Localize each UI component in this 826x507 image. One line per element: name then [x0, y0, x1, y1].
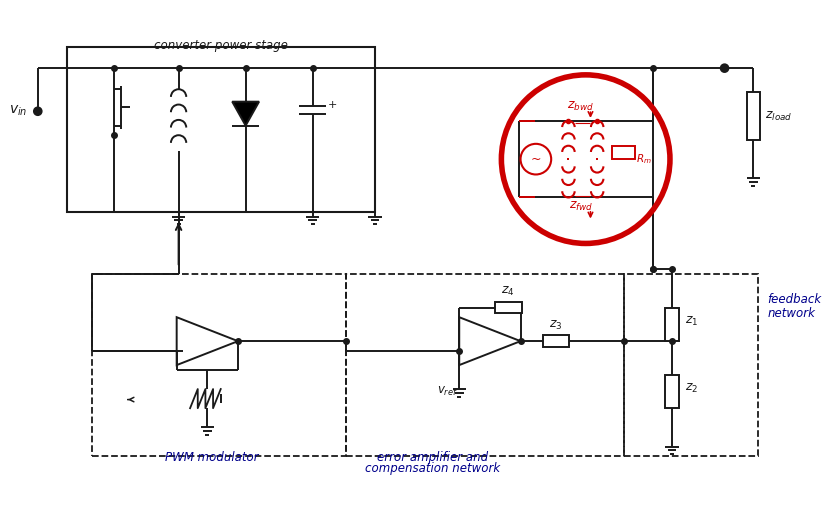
Text: feedback: feedback	[767, 293, 822, 306]
Text: $v_{ref}$: $v_{ref}$	[437, 385, 458, 398]
Text: $R_m$: $R_m$	[637, 152, 653, 166]
Text: network: network	[767, 307, 815, 320]
Text: ~: ~	[530, 153, 541, 166]
Text: +: +	[328, 99, 337, 110]
Bar	[543, 336, 569, 347]
Text: PWM modulator: PWM modulator	[165, 451, 259, 464]
Text: $z_3$: $z_3$	[549, 319, 563, 332]
Text: compensation network: compensation network	[365, 462, 500, 476]
Text: $z_1$: $z_1$	[686, 315, 699, 328]
Text: $v_{in}$: $v_{in}$	[9, 104, 27, 119]
Circle shape	[721, 64, 729, 72]
Text: $z_{fwd}$: $z_{fwd}$	[568, 200, 593, 213]
Polygon shape	[232, 102, 259, 126]
Circle shape	[34, 107, 41, 115]
Bar	[346, 274, 624, 456]
Text: converter power stage: converter power stage	[154, 40, 287, 52]
Bar	[665, 308, 679, 341]
Text: $z_4$: $z_4$	[501, 285, 515, 298]
Text: $z_2$: $z_2$	[686, 382, 699, 395]
Text: $z_{load}$: $z_{load}$	[765, 110, 792, 123]
Text: $z_{bwd}$: $z_{bwd}$	[567, 100, 595, 114]
Bar	[495, 302, 521, 313]
Bar	[613, 146, 635, 159]
Bar	[747, 92, 760, 140]
Bar	[93, 274, 346, 456]
Bar	[624, 274, 758, 456]
Bar	[67, 47, 375, 212]
Bar	[665, 375, 679, 408]
Text: error amplifier and: error amplifier and	[377, 451, 488, 464]
